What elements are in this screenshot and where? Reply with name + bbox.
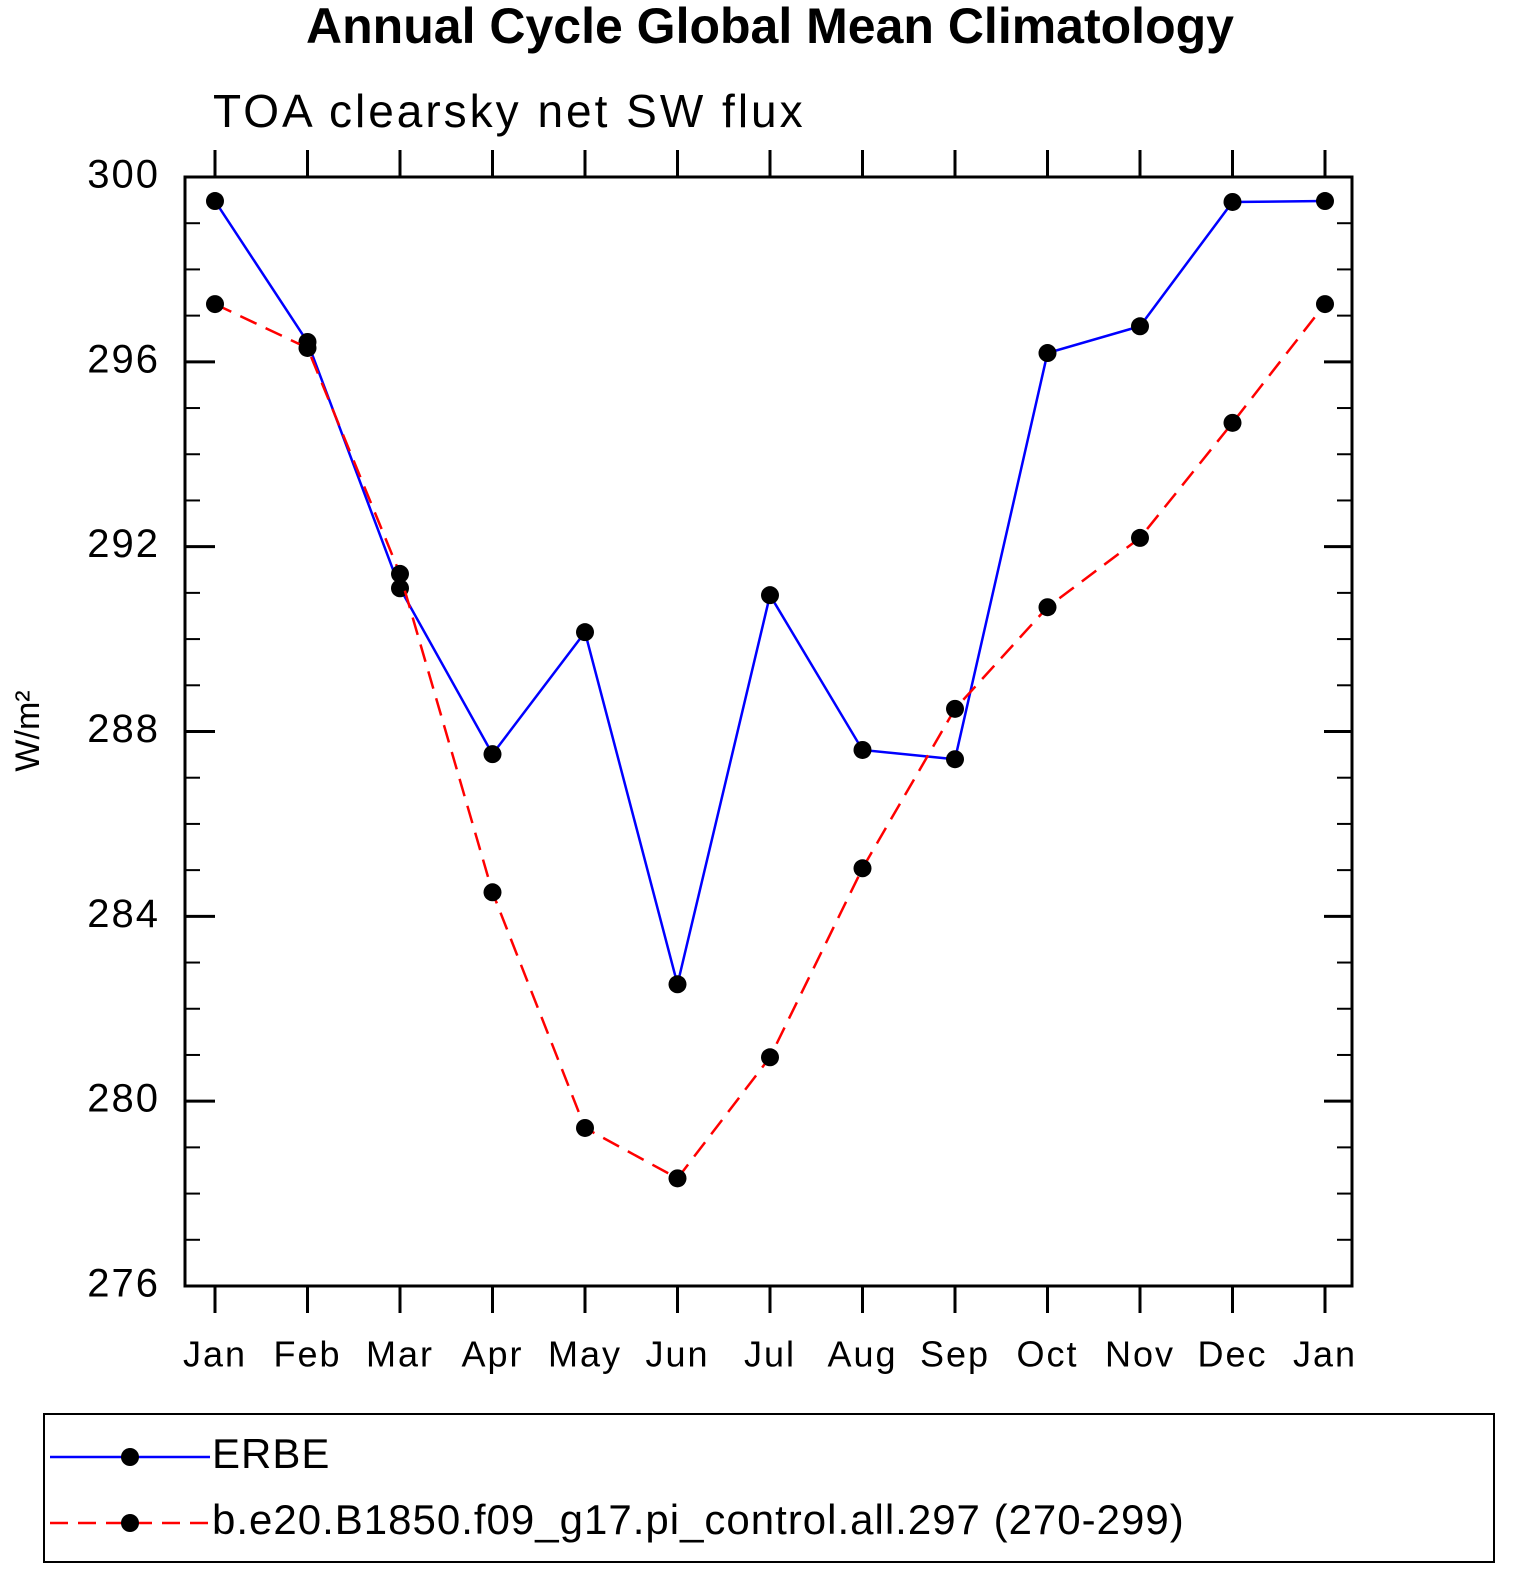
x-tick-label: Nov	[1105, 1334, 1175, 1375]
y-tick-label: 300	[87, 153, 160, 197]
data-point	[1131, 528, 1149, 547]
data-point	[483, 745, 502, 764]
y-tick-label: 292	[87, 522, 160, 566]
x-tick-label: Feb	[273, 1334, 341, 1375]
data-point	[1038, 344, 1057, 363]
data-point	[761, 586, 779, 605]
x-tick-label: Oct	[1016, 1334, 1078, 1375]
x-tick-label: Jun	[645, 1334, 709, 1375]
data-point	[761, 1048, 779, 1067]
y-tick-label: 284	[87, 892, 160, 936]
y-tick-label: 296	[87, 337, 160, 381]
data-point	[206, 295, 224, 314]
data-point	[853, 740, 872, 759]
data-point	[576, 623, 594, 642]
data-point	[1131, 317, 1149, 336]
x-tick-label: May	[548, 1334, 622, 1375]
x-tick-label: Aug	[827, 1334, 897, 1375]
chart-title: Annual Cycle Global Mean Climatology	[306, 0, 1234, 54]
data-point	[206, 192, 224, 211]
chart-subtitle: TOA clearsky net SW flux	[213, 85, 806, 137]
data-point	[668, 975, 687, 994]
data-point	[1316, 192, 1334, 211]
x-tick-label: Sep	[920, 1334, 990, 1375]
legend-label: b.e20.B1850.f09_g17.pi_control.all.297 (…	[212, 1496, 1185, 1543]
legend-marker	[121, 1448, 139, 1466]
data-point	[853, 859, 872, 878]
y-tick-label: 288	[87, 707, 160, 751]
data-point	[391, 564, 409, 583]
data-point	[668, 1169, 687, 1188]
data-point	[483, 883, 502, 902]
data-point	[946, 750, 964, 769]
x-tick-label: Dec	[1197, 1334, 1267, 1375]
data-point	[1316, 295, 1334, 314]
plot-frame	[183, 175, 1354, 1288]
data-point	[298, 338, 317, 357]
x-tick-label: Jan	[183, 1334, 247, 1375]
data-point	[1223, 413, 1242, 432]
legend-box	[43, 1413, 1495, 1563]
legend-marker	[121, 1514, 139, 1532]
legend-label: ERBE	[212, 1430, 330, 1477]
x-tick-label: Jul	[744, 1334, 796, 1375]
data-point	[576, 1118, 594, 1137]
x-tick-label: Mar	[366, 1334, 434, 1375]
y-tick-label: 276	[87, 1262, 160, 1306]
y-tick-label: 280	[87, 1077, 160, 1121]
x-tick-label: Apr	[461, 1334, 523, 1375]
data-point	[1038, 598, 1057, 617]
data-point	[1223, 192, 1242, 211]
x-tick-label: Jan	[1293, 1334, 1357, 1375]
y-axis-label: W/m²	[9, 690, 47, 771]
series-line	[214, 302, 1326, 1180]
data-point	[946, 699, 964, 718]
